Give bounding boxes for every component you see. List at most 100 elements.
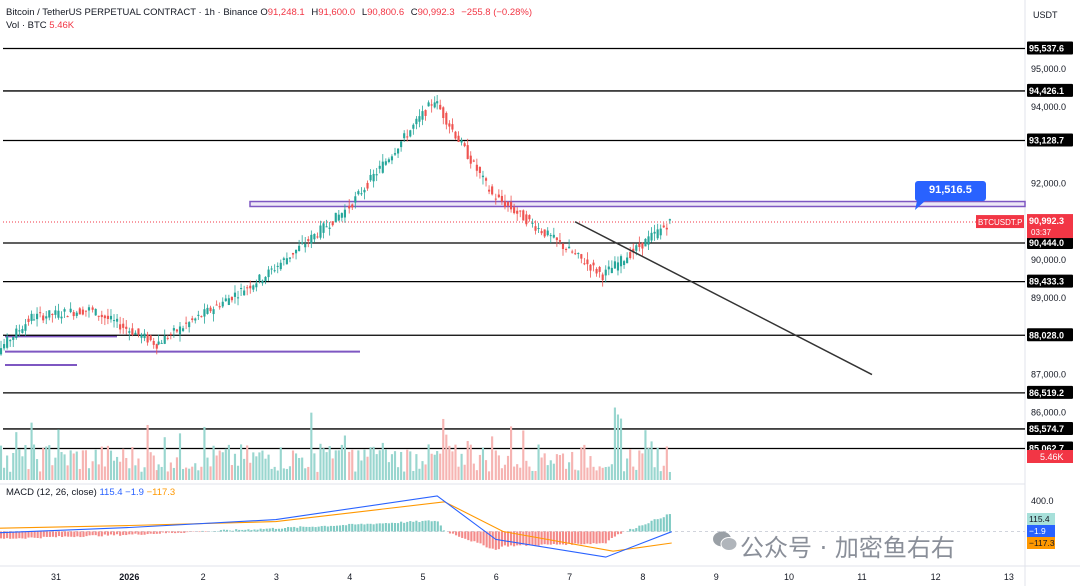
volume-bar bbox=[348, 451, 351, 480]
candle bbox=[403, 133, 406, 139]
volume-bar bbox=[354, 471, 357, 480]
candle bbox=[194, 318, 197, 321]
volume-bar bbox=[393, 451, 397, 480]
candle bbox=[491, 186, 494, 195]
candle bbox=[665, 227, 668, 230]
volume-bar bbox=[310, 412, 313, 480]
volume-bar bbox=[155, 470, 158, 480]
volume-bar bbox=[372, 446, 375, 480]
volume-bar bbox=[484, 460, 488, 480]
candle bbox=[166, 337, 169, 339]
volume-bar bbox=[503, 464, 507, 480]
macd-hist-bar bbox=[332, 525, 335, 532]
candle bbox=[595, 268, 598, 274]
macd-axis-label: 400.0 bbox=[1031, 496, 1054, 506]
symbol-title[interactable]: Bitcoin / TetherUS PERPETUAL CONTRACT · … bbox=[6, 7, 258, 18]
candle bbox=[574, 253, 577, 255]
volume-bar bbox=[172, 467, 175, 480]
candle bbox=[463, 143, 466, 147]
volume-bar bbox=[396, 467, 400, 480]
candle bbox=[116, 318, 119, 322]
macd-hist-bar bbox=[70, 531, 73, 537]
candle bbox=[203, 309, 206, 317]
volume-bar bbox=[328, 446, 331, 480]
volume-bar bbox=[18, 449, 21, 480]
candle bbox=[571, 251, 574, 253]
macd-badge bbox=[1027, 513, 1055, 525]
macd-hist-bar bbox=[149, 531, 152, 534]
candle bbox=[384, 161, 387, 165]
candle bbox=[325, 226, 328, 228]
volume-bar bbox=[128, 468, 131, 480]
volume-bar bbox=[66, 465, 69, 480]
volume-bar bbox=[181, 468, 185, 480]
candle bbox=[415, 118, 418, 125]
candle bbox=[197, 314, 200, 316]
macd-hist-bar bbox=[42, 531, 45, 537]
candle bbox=[30, 313, 33, 321]
candle bbox=[128, 331, 131, 333]
macd-hist-bar bbox=[406, 521, 409, 532]
candle bbox=[348, 205, 351, 209]
x-tick-label: 9 bbox=[714, 572, 719, 582]
macd-hist-bar bbox=[564, 531, 568, 546]
volume-bar bbox=[249, 462, 252, 480]
candle bbox=[586, 259, 589, 265]
candle bbox=[307, 239, 310, 242]
macd-hist-bar bbox=[241, 529, 244, 532]
volume-bar bbox=[258, 452, 261, 480]
candle bbox=[24, 324, 27, 331]
macd-hist-bar bbox=[146, 531, 149, 535]
volume-bar bbox=[400, 451, 403, 480]
volume-bar bbox=[294, 453, 298, 480]
candle bbox=[100, 314, 103, 318]
volume-bar bbox=[194, 463, 197, 480]
macd-hist-bar bbox=[543, 531, 546, 545]
volume-bar bbox=[188, 468, 191, 480]
volume-bar bbox=[21, 456, 24, 480]
candle bbox=[337, 214, 340, 221]
volume-bar bbox=[357, 450, 360, 480]
candle bbox=[650, 232, 653, 241]
volume-bar bbox=[255, 456, 258, 480]
candle bbox=[6, 336, 9, 348]
candle bbox=[218, 306, 221, 308]
macd-hist-bar bbox=[482, 531, 485, 546]
macd-hist-bar bbox=[232, 530, 235, 532]
symbol-header: Bitcoin / TetherUS PERPETUAL CONTRACT · … bbox=[6, 7, 533, 18]
macd-hist-bar bbox=[137, 531, 140, 535]
macd-hist-bar bbox=[85, 531, 88, 537]
macd-hist-bar bbox=[616, 531, 620, 535]
macd-hist-bar bbox=[601, 531, 604, 544]
candle bbox=[528, 215, 531, 220]
candle bbox=[140, 334, 143, 338]
candle bbox=[152, 341, 155, 345]
candle bbox=[172, 328, 175, 331]
candle bbox=[381, 161, 384, 173]
candle bbox=[319, 225, 322, 238]
candle bbox=[301, 242, 304, 244]
candle bbox=[354, 196, 357, 203]
macd-hist-bar bbox=[638, 525, 641, 532]
candle bbox=[475, 164, 478, 171]
macd-hist-bar bbox=[259, 528, 262, 532]
volume-bar bbox=[543, 453, 546, 480]
candle bbox=[106, 315, 109, 319]
candle bbox=[589, 264, 592, 271]
macd-hist-bar bbox=[522, 531, 525, 545]
macd-hist-bar bbox=[534, 531, 537, 546]
volume-bar bbox=[478, 454, 481, 480]
candle bbox=[484, 178, 488, 181]
candle bbox=[291, 253, 295, 255]
x-tick-label: 13 bbox=[1004, 572, 1014, 582]
volume-bar bbox=[475, 470, 478, 480]
candle bbox=[255, 283, 258, 288]
candle bbox=[66, 316, 69, 318]
volume-bar bbox=[134, 465, 137, 480]
macd-hist-bar bbox=[183, 531, 186, 533]
macd-hist-bar bbox=[403, 522, 406, 532]
macd-hist-bar bbox=[54, 531, 58, 538]
macd-hist-bar bbox=[170, 531, 174, 533]
level-label-bg bbox=[1027, 83, 1073, 97]
